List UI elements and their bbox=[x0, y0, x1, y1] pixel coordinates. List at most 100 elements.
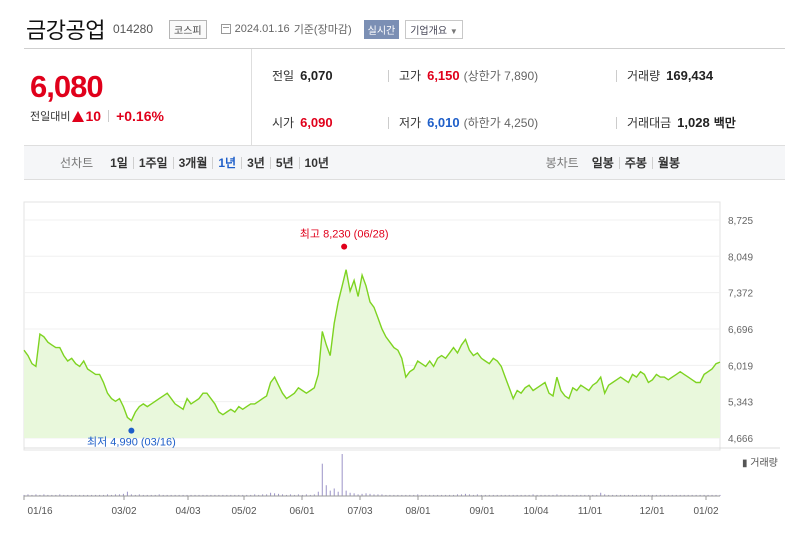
period-tab[interactable]: 5년 bbox=[271, 156, 300, 169]
candle-tabs: 일봉 주봉 월봉 bbox=[587, 155, 685, 170]
volume-bar bbox=[313, 494, 315, 496]
volume-bar bbox=[317, 491, 319, 496]
period-tab[interactable]: 10년 bbox=[304, 155, 329, 170]
volume-bar bbox=[353, 493, 355, 496]
volume-bar bbox=[138, 494, 140, 496]
volume-bar bbox=[309, 494, 311, 496]
volume-bar bbox=[476, 494, 478, 496]
volume-bar bbox=[114, 494, 116, 496]
volume-bar bbox=[663, 494, 665, 496]
volume-bar bbox=[460, 494, 462, 496]
volume-bar bbox=[67, 494, 69, 496]
volume-bar bbox=[222, 494, 224, 496]
volume-bar bbox=[202, 494, 204, 496]
realtime-button[interactable]: 실시간 bbox=[363, 19, 400, 39]
volume-bar bbox=[349, 492, 351, 496]
volume-bar bbox=[170, 494, 172, 496]
volume-bar bbox=[393, 494, 395, 496]
volume-bar bbox=[628, 494, 630, 496]
volume-bar bbox=[278, 493, 280, 496]
volume-bar bbox=[532, 494, 534, 496]
volume-bar bbox=[126, 491, 128, 496]
volume-bar bbox=[417, 494, 419, 496]
period-tab[interactable]: 1일 bbox=[105, 156, 134, 169]
volume-bar bbox=[87, 494, 89, 496]
date-value: 2024.01.16 bbox=[234, 23, 290, 35]
volume-bar bbox=[453, 494, 455, 496]
change-label: 전일대비 bbox=[30, 111, 71, 123]
high-marker bbox=[341, 243, 348, 250]
period-tab[interactable]: 1주일 bbox=[134, 156, 174, 169]
period-tab[interactable]: 3개월 bbox=[174, 156, 214, 169]
volume-bar bbox=[707, 494, 709, 496]
volume-bar bbox=[616, 494, 618, 496]
volume-bar bbox=[488, 494, 490, 496]
x-tick-label: 06/01 bbox=[289, 506, 314, 517]
volume-bar bbox=[262, 494, 264, 496]
volume-bar bbox=[357, 494, 359, 496]
up-arrow-icon bbox=[72, 110, 85, 122]
volume-bar bbox=[516, 494, 518, 496]
volume-bar bbox=[361, 493, 363, 496]
volume-bar bbox=[445, 494, 447, 496]
volume-bar bbox=[655, 494, 657, 496]
high-annotation: 최고 8,230 (06/28) bbox=[300, 228, 389, 241]
volume-bar bbox=[544, 494, 546, 496]
volume-bar bbox=[401, 494, 403, 496]
divider bbox=[388, 70, 389, 82]
volume-bar bbox=[274, 493, 276, 496]
period-tab-active[interactable]: 1년 bbox=[213, 156, 243, 169]
volume-bar bbox=[612, 494, 614, 496]
volume-bar bbox=[337, 491, 339, 496]
candle-tab[interactable]: 일봉 bbox=[587, 156, 620, 169]
volume-bar bbox=[190, 494, 192, 496]
volume-bar bbox=[500, 494, 502, 496]
company-name: 금강공업 bbox=[26, 18, 105, 43]
volume-bar bbox=[289, 494, 291, 496]
candle-tab[interactable]: 주봉 bbox=[620, 156, 653, 169]
period-tab[interactable]: 3년 bbox=[242, 156, 271, 169]
y-tick-label: 8,049 bbox=[728, 252, 753, 263]
volume-bar bbox=[524, 494, 526, 496]
volume-bar bbox=[27, 494, 29, 496]
volume-bar bbox=[43, 494, 45, 496]
change-amount: 10 bbox=[85, 108, 102, 124]
y-tick-label: 8,725 bbox=[728, 216, 753, 227]
volume-bar bbox=[39, 494, 41, 496]
x-tick-label: 09/01 bbox=[469, 506, 494, 517]
volume-bar bbox=[695, 494, 697, 496]
volume-bar bbox=[71, 494, 73, 496]
market-badge: 코스피 bbox=[169, 19, 207, 39]
x-tick-label: 08/01 bbox=[405, 506, 430, 517]
company-overview-button[interactable]: 기업개요 ▼ bbox=[405, 19, 463, 39]
volume-bar bbox=[329, 490, 331, 496]
volume-bar bbox=[242, 494, 244, 496]
y-tick-label: 6,019 bbox=[728, 361, 753, 372]
y-tick-label: 5,343 bbox=[728, 398, 753, 409]
y-tick-label: 6,696 bbox=[728, 325, 753, 336]
volume-bar bbox=[699, 494, 701, 496]
amount-label: 거래대금 bbox=[627, 116, 672, 130]
volume-bar bbox=[266, 494, 268, 496]
volume-bar bbox=[377, 494, 379, 496]
volume-bar bbox=[63, 494, 65, 496]
volume-bar bbox=[95, 494, 97, 496]
volume-bar bbox=[110, 494, 112, 496]
volume-bar bbox=[632, 494, 634, 496]
volume-bar bbox=[548, 494, 550, 496]
volume-bar bbox=[520, 494, 522, 496]
volume-bar bbox=[671, 494, 673, 496]
candle-tab[interactable]: 월봉 bbox=[657, 155, 680, 170]
volume-bar bbox=[715, 494, 717, 496]
volume-bar bbox=[230, 494, 232, 496]
current-price: 6,080 bbox=[30, 69, 104, 104]
volume-value: 169,434 bbox=[666, 68, 714, 83]
divider bbox=[108, 110, 110, 122]
low-annotation: 최저 4,990 (03/16) bbox=[87, 436, 176, 449]
volume-bar bbox=[643, 494, 645, 496]
volume-bar bbox=[254, 494, 256, 496]
volume-bar bbox=[154, 494, 156, 496]
divider bbox=[616, 70, 617, 82]
volume-bar bbox=[560, 494, 562, 496]
volume-bar bbox=[675, 494, 677, 496]
